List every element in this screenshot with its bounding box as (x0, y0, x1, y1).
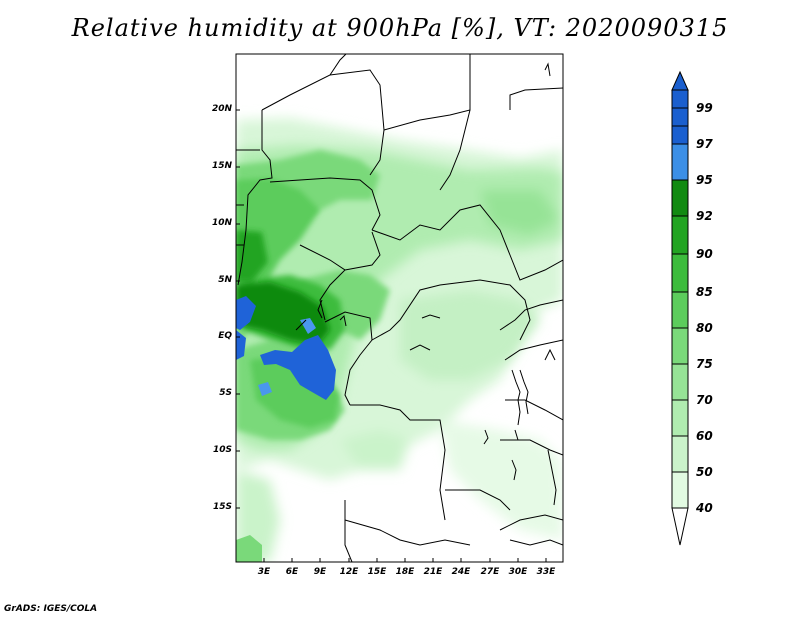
colorbar-bottom-arrow (671, 507, 689, 546)
colorbar-label-75: 75 (696, 357, 713, 371)
lon-label-21e: 21E (423, 567, 443, 577)
map-frame (235, 53, 564, 563)
lon-label-30e: 30E (508, 567, 528, 577)
lon-label-33e: 33E (536, 567, 556, 577)
lat-label-15n: 15N (211, 161, 232, 171)
lon-label-3e: 3E (257, 567, 271, 577)
colorbar-label-70: 70 (696, 393, 713, 407)
lat-label-eq: EQ (218, 331, 232, 341)
colorbar-label-40: 40 (696, 501, 713, 515)
lon-label-27e: 27E (480, 567, 500, 577)
colorbar-label-50: 50 (696, 465, 713, 479)
colorbar-label-92: 92 (696, 209, 713, 223)
grads-credit: GrADS: IGES/COLA (4, 604, 98, 614)
lat-label-15s: 15S (212, 502, 232, 512)
lon-label-15e: 15E (367, 567, 387, 577)
lat-label-20n: 20N (211, 104, 232, 114)
colorbar-label-90: 90 (696, 247, 713, 261)
colorbar-label-60: 60 (696, 429, 713, 443)
humidity-field (236, 54, 563, 562)
lat-label-5s: 5S (219, 388, 232, 398)
colorbar (671, 70, 689, 546)
lon-label-24e: 24E (451, 567, 471, 577)
colorbar-label-85: 85 (696, 285, 713, 299)
lat-label-10n: 10N (211, 218, 232, 228)
country-borders (236, 54, 563, 562)
lon-label-12e: 12E (339, 567, 359, 577)
colorbar-label-97: 97 (696, 137, 713, 151)
lat-label-10s: 10S (212, 445, 232, 455)
colorbar-label-95: 95 (696, 173, 713, 187)
map-title: Relative humidity at 900hPa [%], VT: 202… (71, 14, 729, 42)
colorbar-label-80: 80 (696, 321, 713, 335)
colorbar-label-99: 99 (696, 101, 713, 115)
lon-label-18e: 18E (395, 567, 415, 577)
lat-label-5n: 5N (218, 275, 232, 285)
axis-ticks (236, 109, 547, 562)
lon-label-6e: 6E (285, 567, 299, 577)
lon-label-9e: 9E (313, 567, 327, 577)
colorbar-top-arrow (671, 70, 689, 91)
